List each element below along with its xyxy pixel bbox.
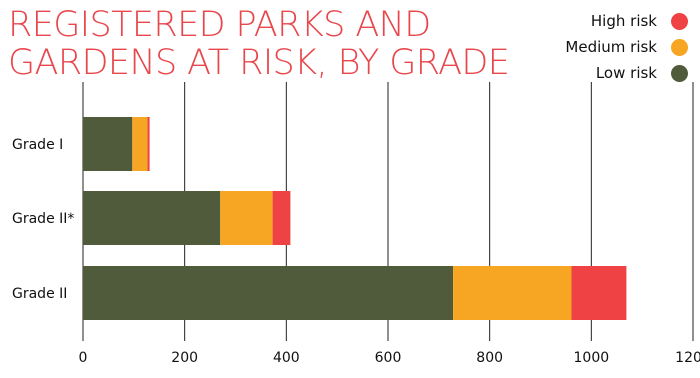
legend-item-medium-risk: Medium risk [565, 34, 688, 60]
legend: High risk Medium risk Low risk [565, 8, 688, 86]
bar-grade-ii-medium-risk [220, 191, 273, 245]
bar-grade-ii-high-risk [571, 266, 627, 320]
x-tick-label: 1000 [574, 350, 610, 366]
x-tick-label: 600 [375, 350, 402, 366]
chart-title: REGISTERED PARKS AND GARDENS AT RISK, BY… [8, 5, 510, 83]
chart-title-line-2: GARDENS AT RISK, BY GRADE [8, 43, 510, 83]
legend-item-low-risk: Low risk [565, 60, 688, 86]
legend-label: High risk [590, 12, 657, 30]
legend-swatch-high-risk [671, 12, 688, 30]
x-tick-label: 400 [273, 350, 300, 366]
legend-label: Medium risk [565, 38, 657, 56]
legend-item-high-risk: High risk [565, 8, 688, 34]
legend-label: Low risk [595, 64, 657, 82]
x-tick-label: 800 [476, 350, 503, 366]
bar-grade-i-high-risk [147, 117, 150, 171]
x-tick-label: 1200 [675, 350, 700, 366]
category-label-grade-ii: Grade II [12, 286, 67, 302]
chart-title-line-1: REGISTERED PARKS AND [8, 5, 431, 45]
x-tick-label: 0 [79, 350, 88, 366]
bar-grade-ii-medium-risk [453, 266, 572, 320]
bar-grade-i-medium-risk [132, 117, 148, 171]
bar-grade-ii-low-risk [83, 266, 454, 320]
x-tick-label: 200 [171, 350, 198, 366]
bar-grade-ii-high-risk [272, 191, 291, 245]
legend-swatch-medium-risk [671, 38, 688, 56]
legend-swatch-low-risk [671, 64, 688, 82]
category-label-grade-i: Grade I [12, 137, 63, 153]
category-label-grade-ii: Grade II* [12, 211, 74, 227]
bar-grade-ii-low-risk [83, 191, 221, 245]
bar-grade-i-low-risk [83, 117, 133, 171]
